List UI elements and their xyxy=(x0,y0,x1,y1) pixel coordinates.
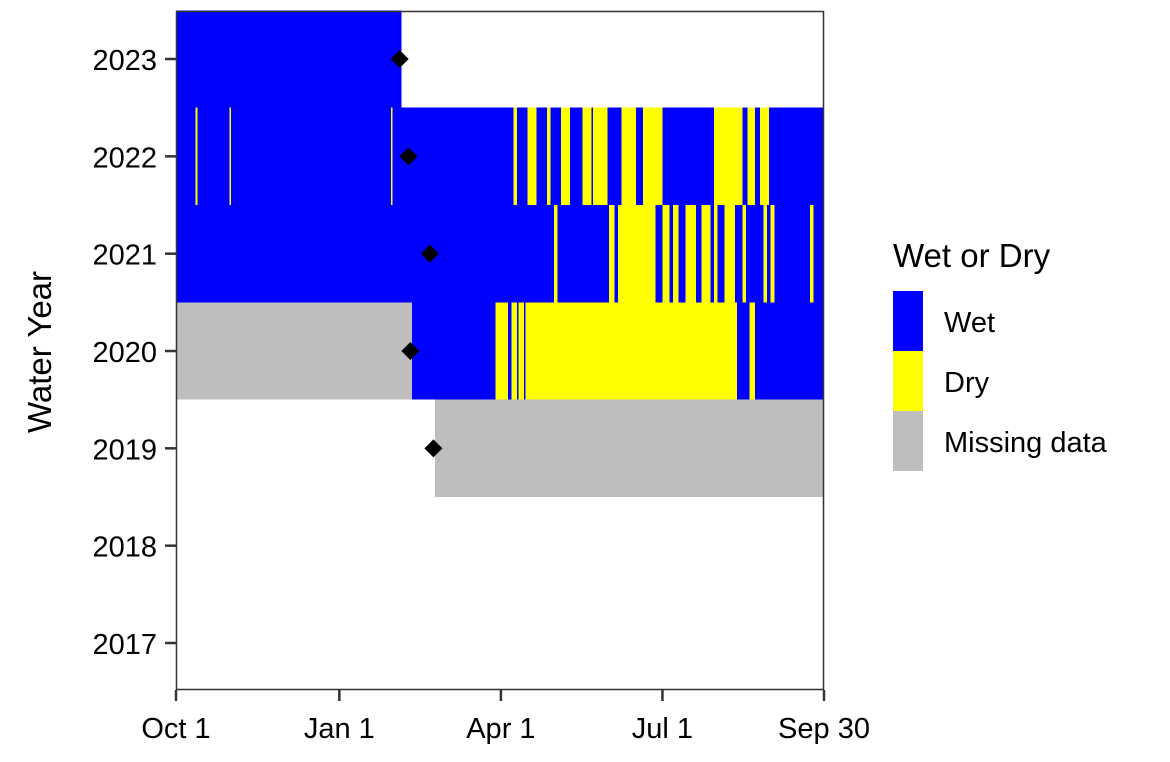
segment-dry xyxy=(662,205,670,303)
legend-key-dry xyxy=(893,351,923,411)
diamond-marker-icon xyxy=(401,342,420,361)
x-axis: Oct 1 Jan 1 Apr 1 Jul 1 Sep 30 xyxy=(141,690,870,745)
plot-area xyxy=(176,10,824,498)
y-tick-label: 2020 xyxy=(92,337,157,369)
segment-dry xyxy=(547,107,551,206)
segment-dry xyxy=(763,205,768,303)
y-tick-label: 2022 xyxy=(92,142,157,174)
segment-dry xyxy=(713,107,743,206)
segment-dry xyxy=(195,107,198,206)
x-tick-label: Sep 30 xyxy=(778,713,870,745)
legend-title: Wet or Dry xyxy=(893,237,1051,274)
segment-dry xyxy=(518,302,524,400)
x-tick-label: Apr 1 xyxy=(466,713,535,745)
plot-border xyxy=(175,10,825,691)
segment-wet xyxy=(507,302,512,400)
diamond-marker-icon xyxy=(390,50,409,69)
segment-dry xyxy=(525,302,738,400)
segment-dry xyxy=(673,205,679,303)
y-axis-label: Water Year xyxy=(21,271,58,433)
x-tick-label: Jan 1 xyxy=(304,713,375,745)
segment-dry xyxy=(742,205,746,303)
segment-missing-data xyxy=(176,302,413,400)
marker-layer xyxy=(390,50,443,458)
segment-dry xyxy=(701,205,711,303)
x-tick-label: Jul 1 xyxy=(632,713,693,745)
legend-key-missing-data xyxy=(893,411,923,471)
segment-wet xyxy=(523,302,526,400)
segment-dry xyxy=(770,205,775,303)
segment-dry xyxy=(809,205,814,303)
segment-wet xyxy=(516,302,519,400)
segment-dry xyxy=(760,107,769,206)
segment-dry xyxy=(582,107,592,206)
segment-dry xyxy=(749,302,755,400)
legend: Wet or Dry Wet Dry Missing data xyxy=(893,237,1108,471)
legend-key-wet xyxy=(893,291,923,351)
segment-dry xyxy=(724,205,736,303)
segment-dry xyxy=(747,107,755,206)
segment-wet xyxy=(737,302,750,400)
segment-dry xyxy=(390,107,393,206)
legend-label: Dry xyxy=(944,367,990,399)
y-axis: 2017 2018 2019 2020 2021 2022 2023 xyxy=(92,45,176,661)
segment-missing-data xyxy=(435,399,824,498)
segment-dry xyxy=(618,205,656,303)
segment-dry xyxy=(229,107,232,206)
y-tick-label: 2021 xyxy=(92,240,157,272)
segment-dry xyxy=(609,205,615,303)
x-tick-label: Oct 1 xyxy=(141,713,210,745)
y-tick-label: 2017 xyxy=(92,629,157,661)
segment-wet xyxy=(176,10,402,108)
segment-dry xyxy=(621,107,636,206)
diamond-marker-icon xyxy=(420,244,439,263)
segment-dry xyxy=(561,107,571,206)
diamond-marker-icon xyxy=(399,147,418,166)
y-tick-label: 2023 xyxy=(92,45,157,77)
segment-dry xyxy=(527,107,537,206)
segment-dry xyxy=(642,107,663,206)
legend-label: Wet xyxy=(944,307,995,339)
segment-dry xyxy=(593,107,608,206)
y-tick-label: 2019 xyxy=(92,434,157,466)
segment-dry xyxy=(685,205,697,303)
y-tick-label: 2018 xyxy=(92,532,157,564)
segment-wet xyxy=(412,302,496,400)
segment-dry xyxy=(713,205,718,303)
segment-dry xyxy=(511,302,517,400)
legend-label: Missing data xyxy=(944,427,1108,459)
segment-dry xyxy=(554,205,558,303)
segment-dry xyxy=(513,107,517,206)
segment-wet xyxy=(754,302,824,400)
segment-dry xyxy=(495,302,508,400)
diamond-marker-icon xyxy=(424,439,443,458)
